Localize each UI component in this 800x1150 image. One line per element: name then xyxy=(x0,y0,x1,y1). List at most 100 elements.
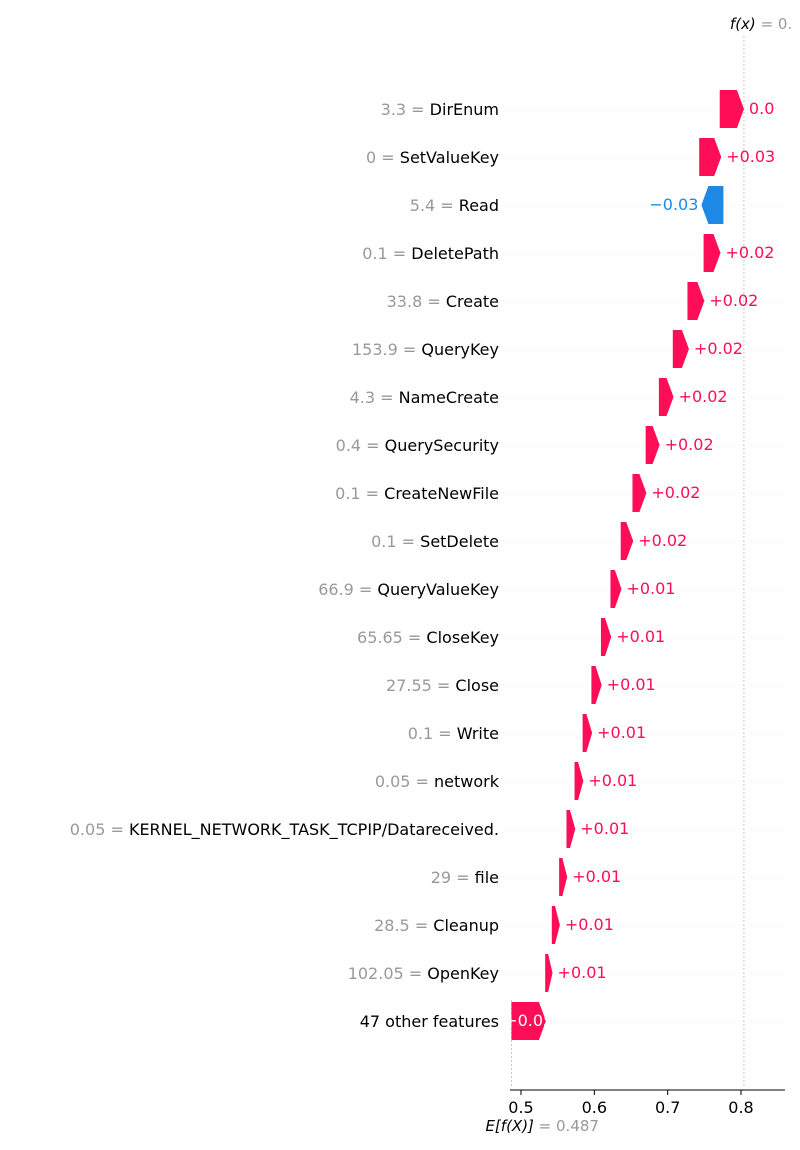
x-axis: 0.5 0.6 0.7 0.8 xyxy=(508,1089,785,1117)
contribution-label-18: +0.01 xyxy=(558,963,607,982)
bar-2 xyxy=(701,186,724,224)
feature-label: 65.65 = CloseKey xyxy=(357,628,499,647)
bar-9 xyxy=(620,522,634,560)
bar-13 xyxy=(582,714,593,752)
feature-equals: = xyxy=(397,532,421,551)
output-value-annotation: f(x) = 0. xyxy=(730,15,792,33)
feature-label: 0.05 = network xyxy=(375,772,500,791)
feature-label: 28.5 = Cleanup xyxy=(374,916,499,935)
bar-4 xyxy=(687,282,705,320)
bar-7 xyxy=(645,426,660,464)
reference-lines xyxy=(511,36,745,1088)
feature-label: 0.4 = QuerySecurity xyxy=(336,436,499,455)
feature-label: 0.1 = DeletePath xyxy=(362,244,499,263)
bar-11 xyxy=(600,618,612,656)
feature-equals: = xyxy=(388,244,412,263)
feature-value: 66.9 xyxy=(318,580,354,599)
feature-equals: = xyxy=(403,628,427,647)
feature-value: 0 xyxy=(366,148,376,167)
feature-name: CreateNewFile xyxy=(384,484,499,503)
contribution-label-14: +0.01 xyxy=(588,771,637,790)
contribution-label-13: +0.01 xyxy=(597,723,646,742)
feature-label: 153.9 = QueryKey xyxy=(352,340,499,359)
feature-value: 0.1 xyxy=(362,244,387,263)
bar-10 xyxy=(610,570,622,608)
feature-name: 47 other features xyxy=(360,1012,499,1031)
feature-label: 0.05 = KERNEL_NETWORK_TASK_TCPIP/Datarec… xyxy=(70,820,499,840)
feature-name: Create xyxy=(446,292,499,311)
feature-label: 33.8 = Create xyxy=(387,292,499,311)
output-value-label: f(x) xyxy=(730,15,756,33)
contribution-label-10: +0.01 xyxy=(626,579,675,598)
bar-14 xyxy=(574,762,584,800)
feature-equals: = xyxy=(406,100,430,119)
feature-name: SetDelete xyxy=(420,532,499,551)
feature-value: 29 xyxy=(431,868,451,887)
contribution-label-2: −0.03 xyxy=(649,195,698,214)
feature-label: 0.1 = SetDelete xyxy=(371,532,499,551)
feature-value: 153.9 xyxy=(352,340,398,359)
feature-label: 3.3 = DirEnum xyxy=(381,100,499,119)
base-value-equals: = xyxy=(534,1117,556,1135)
x-tick-label: 0.8 xyxy=(728,1098,753,1117)
feature-label: 102.05 = OpenKey xyxy=(348,964,499,983)
feature-label: 0 = SetValueKey xyxy=(366,148,499,167)
bar-0 xyxy=(719,90,744,128)
contribution-label-8: +0.02 xyxy=(651,483,700,502)
bar-18 xyxy=(545,954,553,992)
bar-6 xyxy=(658,378,674,416)
output-value: 0. xyxy=(778,15,792,33)
feature-value: 0.05 xyxy=(70,820,106,839)
contribution-label-3: +0.02 xyxy=(725,243,774,262)
feature-label: 4.3 = NameCreate xyxy=(350,388,499,407)
base-value: 0.487 xyxy=(556,1117,599,1135)
bar-19 xyxy=(511,1002,546,1040)
contribution-label-4: +0.02 xyxy=(709,291,758,310)
bar-15 xyxy=(566,810,576,848)
contribution-label-16: +0.01 xyxy=(572,867,621,886)
contribution-label-12: +0.01 xyxy=(607,675,656,694)
contribution-label-6: +0.02 xyxy=(679,387,728,406)
feature-equals: = xyxy=(435,196,459,215)
contribution-label-19: +0.05 xyxy=(504,1011,553,1030)
feature-value: 65.65 xyxy=(357,628,403,647)
contribution-label-9: +0.02 xyxy=(638,531,687,550)
bar-1 xyxy=(699,138,722,176)
bar-12 xyxy=(591,666,602,704)
x-tick-label: 0.6 xyxy=(582,1098,607,1117)
contribution-label-17: +0.01 xyxy=(565,915,614,934)
feature-value: 0.1 xyxy=(335,484,360,503)
feature-name: QueryKey xyxy=(421,340,499,359)
feature-value: 28.5 xyxy=(374,916,410,935)
feature-labels: 3.3 = DirEnum 0 = SetValueKey 5.4 = Read 0.… xyxy=(70,100,500,1031)
feature-value: 5.4 xyxy=(410,196,435,215)
x-tick-label: 0.7 xyxy=(655,1098,680,1117)
feature-equals: = xyxy=(422,292,446,311)
feature-name: CloseKey xyxy=(426,628,499,647)
contribution-label-1: +0.03 xyxy=(726,147,775,166)
feature-label: 0.1 = Write xyxy=(408,724,499,743)
feature-name: NameCreate xyxy=(399,388,499,407)
feature-name: Write xyxy=(457,724,499,743)
bar-8 xyxy=(632,474,647,512)
feature-equals: = xyxy=(376,148,400,167)
feature-equals: = xyxy=(410,772,434,791)
contribution-label-15: +0.01 xyxy=(580,819,629,838)
feature-name: Read xyxy=(459,196,499,215)
feature-name: OpenKey xyxy=(427,964,499,983)
feature-name: QueryValueKey xyxy=(377,580,499,599)
feature-name: DeletePath xyxy=(411,244,499,263)
feature-equals: = xyxy=(404,964,428,983)
feature-equals: = xyxy=(433,724,457,743)
feature-value: 0.05 xyxy=(375,772,411,791)
feature-name: DirEnum xyxy=(430,100,499,119)
feature-name: Close xyxy=(455,676,499,695)
feature-equals: = xyxy=(432,676,456,695)
feature-equals: = xyxy=(354,580,378,599)
feature-value: 0.1 xyxy=(371,532,396,551)
feature-value: 4.3 xyxy=(350,388,375,407)
bar-3 xyxy=(703,234,721,272)
contribution-label-11: +0.01 xyxy=(616,627,665,646)
feature-name: QuerySecurity xyxy=(385,436,499,455)
